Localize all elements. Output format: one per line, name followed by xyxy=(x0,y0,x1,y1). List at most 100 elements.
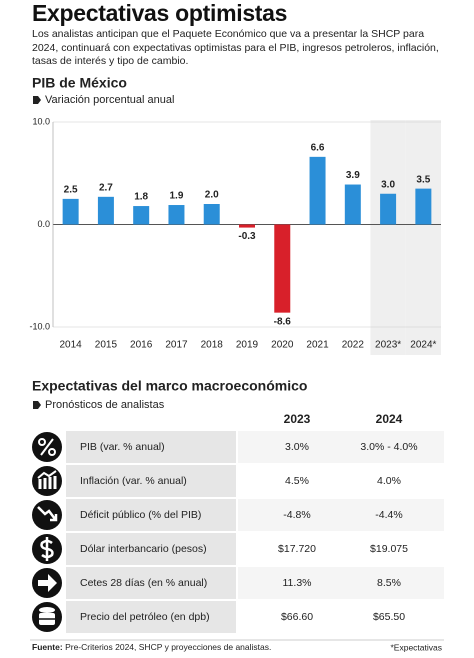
row-label: Dólar interbancario (pesos) xyxy=(80,543,207,555)
value-label: 1.8 xyxy=(134,192,148,203)
column-header: 2023 xyxy=(284,412,311,426)
value-label: 1.9 xyxy=(170,191,184,202)
y-tick-label: -10.0 xyxy=(29,321,50,331)
bullet xyxy=(33,96,41,104)
value-label: -8.6 xyxy=(274,316,292,327)
value-label: 3.9 xyxy=(346,170,360,181)
bar xyxy=(168,205,185,225)
icon-circle xyxy=(32,466,62,496)
icon-glyph xyxy=(38,438,46,446)
row-label: Cetes 28 días (en % anual) xyxy=(80,577,207,589)
row-label-bg xyxy=(66,533,236,565)
icon-circle xyxy=(32,500,62,530)
value-label: 2.5 xyxy=(64,185,78,196)
row-value-bg xyxy=(238,567,444,599)
forecast-shade xyxy=(405,120,441,355)
source-label: Fuente: xyxy=(32,642,63,652)
cell-value: $17.720 xyxy=(278,543,316,555)
row-value-bg xyxy=(238,533,444,565)
row-label: Inflación (var. % anual) xyxy=(80,475,187,487)
cell-value: $65.50 xyxy=(373,611,405,623)
table-title: Expectativas del marco macroeconómico xyxy=(32,378,307,394)
cell-value: -4.4% xyxy=(375,509,402,521)
value-label: 2.7 xyxy=(99,182,113,193)
bar xyxy=(309,156,326,225)
row-label: Déficit público (% del PIB) xyxy=(80,509,201,521)
row-label-bg xyxy=(66,567,236,599)
x-tick-label: 2015 xyxy=(95,340,118,351)
forecast-shade xyxy=(370,120,406,355)
cell-value: 4.5% xyxy=(285,475,309,487)
row-label-bg xyxy=(66,601,236,633)
row-icon xyxy=(32,500,62,530)
row-label-bg xyxy=(66,431,236,463)
bar xyxy=(133,206,150,225)
row-value-bg xyxy=(238,601,444,633)
intro: Los analistas anticipan que el Paquete E… xyxy=(32,28,439,67)
cell-value: 11.3% xyxy=(283,577,312,589)
icon-glyph xyxy=(53,476,57,489)
x-tick-label: 2022 xyxy=(342,340,365,351)
chart-title: PIB de México xyxy=(32,75,127,91)
value-label: 3.5 xyxy=(416,174,430,185)
row-icon xyxy=(32,432,62,462)
cell-value: $19.075 xyxy=(370,543,408,555)
bar xyxy=(274,224,291,313)
icon-glyph xyxy=(37,470,57,479)
row-icon xyxy=(32,534,62,564)
x-tick-label: 2020 xyxy=(271,340,294,351)
row-label-bg xyxy=(66,499,236,531)
value-label: 2.0 xyxy=(205,190,219,201)
icon-glyph xyxy=(37,506,58,522)
bar xyxy=(97,196,114,225)
cell-value: $66.60 xyxy=(281,611,313,623)
source: Fuente: Pre-Criterios 2024, SHCP y proye… xyxy=(32,642,271,652)
cell-value: 4.0% xyxy=(377,475,401,487)
value-label: 6.6 xyxy=(311,142,325,153)
y-tick-label: 0.0 xyxy=(37,219,50,229)
icon-glyph xyxy=(38,479,42,489)
x-tick-label: 2014 xyxy=(60,340,83,351)
column-header: 2024 xyxy=(376,412,403,426)
row-icon xyxy=(32,466,62,496)
x-tick-label: 2021 xyxy=(306,340,329,351)
row-icon xyxy=(32,568,62,598)
value-label: 3.0 xyxy=(381,179,395,190)
bar xyxy=(239,224,255,228)
row-icon xyxy=(32,602,62,632)
row-label: PIB (var. % anual) xyxy=(80,441,165,453)
icon-glyph xyxy=(43,478,47,489)
icon-glyph xyxy=(40,438,54,456)
x-tick-label: 2017 xyxy=(165,340,188,351)
cell-value: -4.8% xyxy=(283,509,310,521)
cell-value: 3.0% xyxy=(285,441,309,453)
bar xyxy=(415,188,432,225)
bar xyxy=(203,204,220,225)
x-tick-label: 2016 xyxy=(130,340,153,351)
icon-glyph xyxy=(48,477,52,489)
chart-subtitle: Variación porcentual anual xyxy=(45,94,174,106)
table-subtitle: Pronósticos de analistas xyxy=(45,399,165,411)
icon-glyph xyxy=(48,448,56,456)
bar xyxy=(62,198,79,225)
x-tick-label: 2024* xyxy=(410,340,436,351)
x-tick-label: 2018 xyxy=(201,340,224,351)
note: *Expectativas xyxy=(391,642,443,652)
x-tick-label: 2019 xyxy=(236,340,259,351)
bullet xyxy=(33,401,41,409)
row-value-bg xyxy=(238,465,444,497)
row-value-bg xyxy=(238,431,444,463)
icon-glyph xyxy=(40,537,54,561)
bar xyxy=(380,193,397,225)
x-tick-label: 2023* xyxy=(375,340,401,351)
source-text: Pre-Criterios 2024, SHCP y proyecciones … xyxy=(63,642,272,652)
cell-value: 8.5% xyxy=(377,577,401,589)
row-value-bg xyxy=(238,499,444,531)
page-title: Expectativas optimistas xyxy=(32,0,288,26)
icon-glyph xyxy=(39,607,55,613)
cell-value: 3.0% - 4.0% xyxy=(360,441,417,453)
row-label: Precio del petróleo (en dpb) xyxy=(80,611,210,623)
value-label: -0.3 xyxy=(238,231,256,242)
